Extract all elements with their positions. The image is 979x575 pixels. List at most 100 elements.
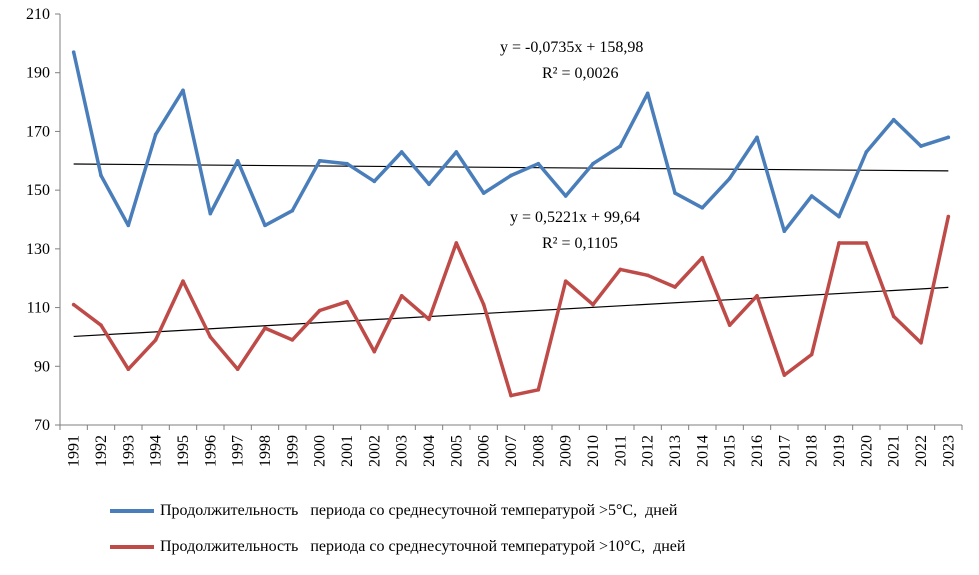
x-tick-label: 1995 [175, 435, 192, 467]
x-tick-label: 2010 [585, 435, 602, 467]
x-tick-label: 2005 [448, 435, 465, 467]
data-point [837, 241, 841, 245]
trend-equation-1: y = -0,0735x + 158,98 [500, 39, 643, 56]
x-tick-label: 2013 [667, 435, 684, 467]
data-point [891, 117, 896, 122]
data-point [727, 176, 732, 181]
data-point [645, 273, 650, 278]
data-point [645, 91, 650, 96]
data-point [399, 294, 404, 298]
data-point [618, 144, 623, 148]
x-tick-label: 2023 [940, 435, 957, 467]
x-tick-label: 2015 [722, 435, 739, 467]
series-line-2 [71, 214, 951, 398]
y-tick-label: 90 [34, 358, 50, 375]
x-tick-label: 1998 [257, 435, 274, 467]
y-tick-label: 130 [26, 241, 50, 258]
y-tick-label: 210 [26, 6, 50, 23]
series-line-1 [71, 50, 951, 233]
data-point [809, 194, 814, 198]
data-point [345, 299, 349, 304]
x-tick-label: 2009 [558, 435, 575, 467]
data-point [891, 314, 896, 319]
x-tick-label: 2019 [831, 435, 848, 467]
data-point [481, 191, 486, 195]
x-tick-label: 2014 [694, 435, 711, 467]
data-point [99, 323, 103, 327]
data-point [235, 367, 240, 372]
legend-label-10c: Продолжительность периода со среднесуточ… [160, 538, 686, 555]
data-point [809, 352, 814, 357]
data-point [372, 179, 377, 184]
data-point [919, 341, 923, 345]
legend-item-10c: Продолжительность периода со среднесуточ… [110, 538, 685, 556]
data-point [673, 285, 677, 289]
data-point [536, 387, 541, 392]
data-point [153, 132, 158, 137]
x-tick-label: 2002 [366, 435, 383, 467]
data-point [618, 267, 623, 272]
data-point [126, 223, 131, 228]
data-point [181, 88, 185, 93]
data-point [481, 302, 486, 307]
data-point [782, 373, 787, 377]
x-tick-label: 1994 [148, 435, 165, 467]
trend-r2-2: R² = 0,1105 [542, 235, 618, 252]
data-point [782, 229, 787, 234]
trend-r2-1: R² = 0,0026 [542, 65, 619, 82]
data-point [509, 173, 513, 178]
data-point [536, 161, 541, 166]
x-tick-label: 2006 [476, 435, 493, 467]
data-point [563, 279, 568, 283]
data-point [946, 214, 951, 219]
data-point [427, 182, 431, 187]
series-lines [71, 50, 951, 398]
data-point [591, 161, 595, 166]
y-tick-label: 190 [26, 65, 50, 82]
data-point [864, 241, 869, 245]
trend-equation-2: y = 0,5221x + 99,64 [510, 209, 640, 226]
data-point [727, 323, 732, 327]
x-tick-label: 1993 [120, 435, 137, 467]
x-tick-label: 2012 [640, 435, 657, 467]
x-tick-label: 2004 [421, 435, 438, 467]
data-point [153, 338, 158, 342]
legend-label-5c: Продолжительность периода со среднесуточ… [160, 502, 678, 519]
data-point [317, 158, 322, 163]
data-point [700, 255, 705, 260]
x-tick-label: 1991 [66, 435, 83, 467]
x-tick-label: 1997 [230, 435, 247, 467]
data-point [673, 191, 677, 195]
data-point [837, 214, 841, 219]
data-point [509, 393, 513, 398]
x-tick-label: 2011 [612, 435, 629, 466]
data-point [399, 150, 404, 154]
trend-line-1 [73, 163, 949, 172]
x-tick-label: 1999 [284, 435, 301, 467]
data-point [700, 205, 705, 210]
data-point [345, 161, 349, 166]
y-tick-label: 170 [26, 123, 50, 140]
x-tick-label: 2003 [394, 435, 411, 467]
data-point [372, 349, 377, 354]
data-point [99, 173, 103, 178]
x-tick-label: 2021 [886, 435, 903, 467]
x-tick-label: 2017 [776, 435, 793, 467]
trend-line-2 [73, 286, 949, 338]
legend-item-5c: Продолжительность периода со среднесуточ… [110, 502, 677, 520]
data-point [235, 158, 240, 163]
data-point [563, 194, 568, 198]
data-point [71, 50, 76, 54]
legend-swatch-5c [110, 509, 154, 513]
data-point [755, 135, 759, 140]
x-tick-label: 1996 [202, 435, 219, 467]
x-tick-label: 2018 [804, 435, 821, 467]
x-tick-label: 2020 [858, 435, 875, 467]
data-point [290, 338, 295, 342]
data-point [317, 308, 322, 313]
data-point [919, 144, 923, 148]
data-point [755, 294, 759, 298]
data-point [263, 326, 267, 330]
data-point [290, 208, 295, 213]
x-tick-label: 2016 [749, 435, 766, 467]
